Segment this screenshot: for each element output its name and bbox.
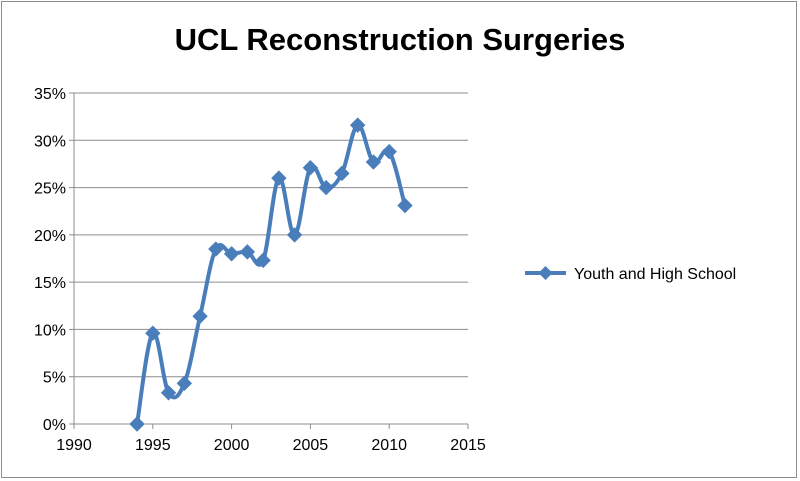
- data-point: [129, 416, 145, 432]
- data-point: [349, 117, 366, 133]
- y-tick-label: 30%: [34, 133, 66, 150]
- x-axis-ticks: 1990 1995 2000 2005 2010 2015: [56, 424, 486, 454]
- data-point: [365, 154, 382, 170]
- x-tick-label: 1995: [135, 437, 171, 454]
- data-point: [192, 308, 208, 324]
- x-tick-label: 2005: [293, 437, 329, 454]
- data-point: [318, 179, 334, 196]
- legend: Youth and High School: [525, 266, 736, 283]
- y-tick-label: 35%: [34, 86, 66, 103]
- data-point: [255, 252, 271, 269]
- data-point: [239, 244, 256, 260]
- chart-title: UCL Reconstruction Surgeries: [174, 22, 626, 57]
- data-point: [302, 160, 319, 176]
- series-layer: [129, 117, 413, 432]
- data-point: [271, 170, 287, 186]
- axes: [73, 93, 468, 425]
- data-point: [176, 375, 193, 392]
- x-tick-label: 2010: [371, 437, 407, 454]
- y-tick-label: 20%: [34, 228, 66, 245]
- y-tick-label: 15%: [34, 275, 66, 292]
- y-tick-label: 10%: [34, 322, 66, 339]
- data-point: [381, 143, 397, 160]
- y-tick-label: 5%: [43, 370, 66, 387]
- y-tick-label: 25%: [34, 181, 66, 198]
- data-point: [160, 385, 177, 401]
- y-tick-label: 0%: [43, 417, 66, 434]
- legend-marker: [538, 266, 553, 280]
- data-point: [334, 165, 350, 182]
- data-point: [286, 227, 303, 243]
- y-axis-ticks: 0% 5% 10% 15% 20% 25% 30% 35%: [34, 86, 66, 434]
- x-tick-label: 1990: [56, 437, 92, 454]
- data-point: [145, 325, 161, 341]
- grid-lines: [69, 92, 468, 425]
- legend-label: Youth and High School: [574, 266, 736, 283]
- data-point: [397, 197, 413, 214]
- x-tick-label: 2000: [214, 437, 250, 454]
- series-line: [135, 123, 407, 426]
- x-tick-label: 2015: [450, 437, 486, 454]
- data-point: [208, 241, 224, 257]
- data-point: [223, 246, 240, 262]
